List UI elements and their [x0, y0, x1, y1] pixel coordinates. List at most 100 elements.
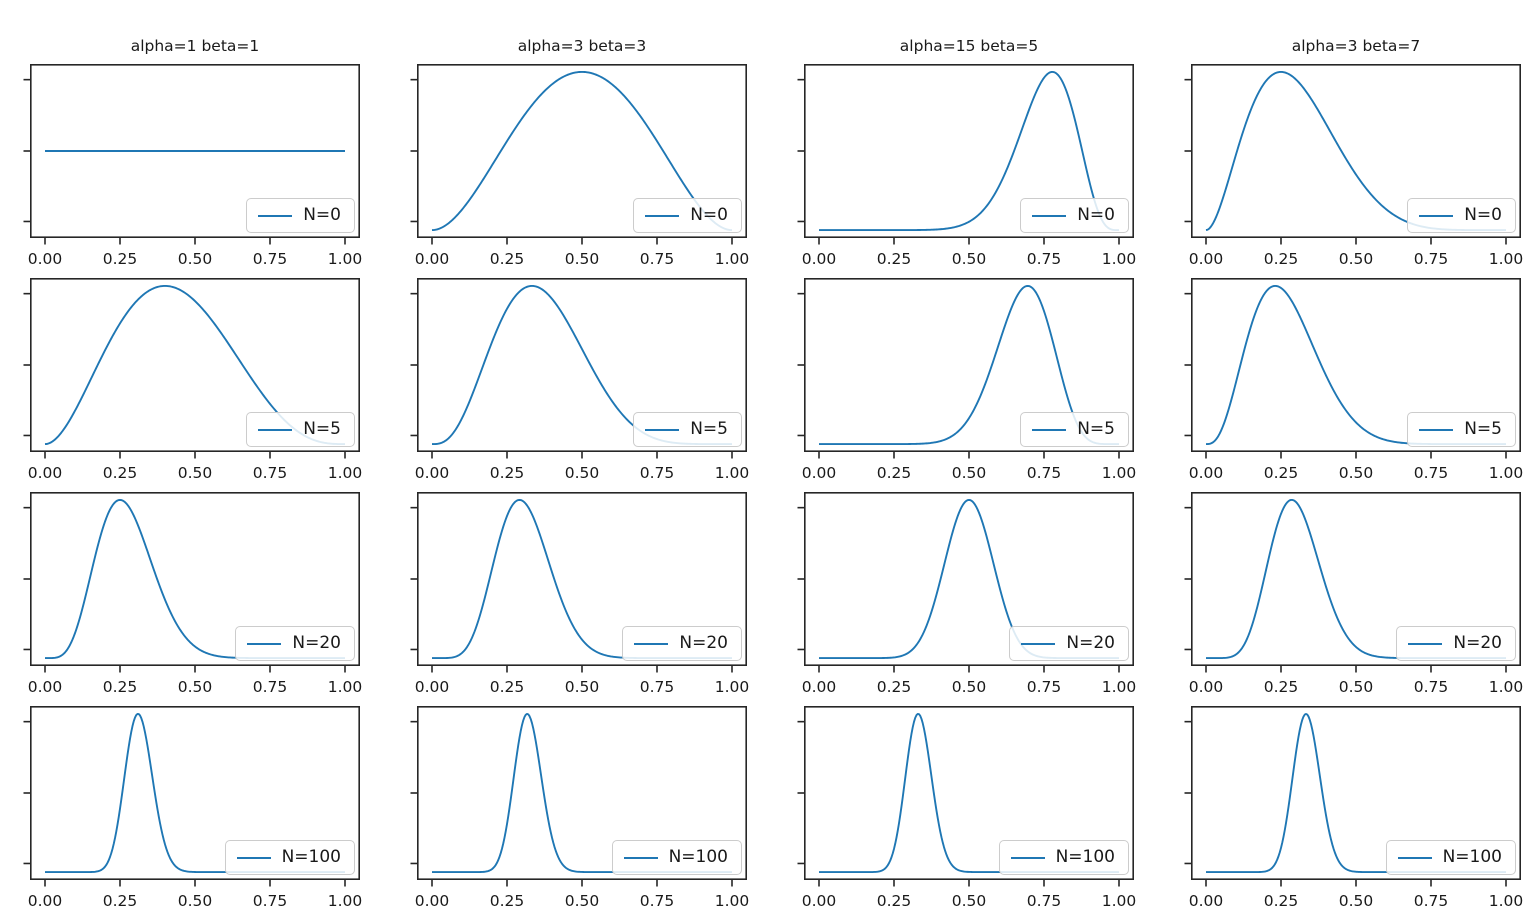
axes-spines: [804, 492, 1134, 666]
x-tick-label: 0.75: [640, 678, 675, 696]
x-tick-label: 0.00: [1189, 464, 1224, 482]
subplot-r2c1: 0.00 0.25 0.50 0.75 1.00 N=5: [23, 278, 363, 492]
x-tick-label: 0.00: [415, 678, 450, 696]
legend-line-sample: [623, 856, 658, 859]
x-tick-label: 0.25: [490, 892, 525, 910]
legend-box: N=0: [1020, 198, 1129, 233]
axes-r2c2: 0.00 0.25 0.50 0.75 1.00: [410, 278, 749, 482]
x-tick-label: 0.75: [1414, 250, 1449, 268]
legend-label: N=20: [1453, 633, 1502, 653]
x-tick-label: 0.25: [1264, 678, 1299, 696]
legend-label: N=5: [303, 419, 341, 439]
axes-r2c3: 0.00 0.25 0.50 0.75 1.00: [797, 278, 1136, 482]
legend-label: N=5: [690, 419, 728, 439]
axes-spines: [804, 706, 1134, 880]
legend-label: N=100: [281, 847, 341, 867]
x-tick-label: 0.50: [565, 892, 600, 910]
subplot-title-col3: alpha=15 beta=5: [899, 37, 1039, 55]
x-tick-label: 1.00: [715, 678, 750, 696]
subplot-r4c3: 0.00 0.25 0.50 0.75 1.00 N=100: [797, 706, 1136, 920]
x-tick-label: 0.00: [415, 464, 450, 482]
x-tick-label: 0.50: [952, 250, 987, 268]
legend-box: N=0: [1407, 198, 1516, 233]
x-tick-label: 0.50: [565, 464, 600, 482]
column-titles-row: alpha=1 beta=1 alpha=3 beta=3 alpha=15 b…: [0, 0, 1538, 64]
axes-r3c4: 0.00 0.25 0.50 0.75 1.00: [1184, 492, 1523, 696]
axes-spines: [1191, 492, 1521, 666]
legend-label: N=100: [1442, 847, 1502, 867]
subplot-r1c1: 0.00 0.25 0.50 0.75 1.00 N=0: [23, 64, 362, 278]
x-tick-label: 0.25: [877, 250, 912, 268]
x-tick-label: 1.00: [328, 464, 363, 482]
x-tick-label: 0.50: [1339, 464, 1374, 482]
x-tick-label: 1.00: [1102, 678, 1137, 696]
subplot-r2c4: 0.00 0.25 0.50 0.75 1.00 N=5: [1184, 278, 1524, 492]
legend-line-sample: [258, 214, 293, 217]
subplot-r4c2: 0.00 0.25 0.50 0.75 1.00 N=100: [410, 706, 749, 920]
x-tick-label: 0.75: [640, 892, 675, 910]
x-tick-label: 0.75: [1027, 678, 1062, 696]
axes-r4c3: 0.00 0.25 0.50 0.75 1.00: [797, 706, 1136, 910]
x-tick-label: 1.00: [715, 250, 750, 268]
legend-box: N=5: [1407, 412, 1516, 447]
x-tick-label: 0.00: [802, 892, 837, 910]
axes-spines: [417, 64, 747, 238]
x-tick-label: 0.25: [877, 892, 912, 910]
axes-spines: [1191, 706, 1521, 880]
x-tick-label: 1.00: [1489, 250, 1524, 268]
x-tick-label: 0.75: [640, 250, 675, 268]
x-tick-label: 0.00: [1189, 678, 1224, 696]
x-tick-label: 0.75: [1027, 892, 1062, 910]
axes-r3c3: 0.00 0.25 0.50 0.75 1.00: [797, 492, 1137, 696]
legend-line-sample: [236, 856, 271, 859]
axes-spines: [1191, 278, 1521, 452]
legend-box: N=20: [235, 626, 355, 661]
axes-r1c3: 0.00 0.25 0.50 0.75 1.00: [797, 64, 1137, 268]
x-tick-label: 1.00: [1489, 464, 1524, 482]
legend-line-sample: [634, 642, 669, 645]
x-tick-label: 0.25: [490, 678, 525, 696]
legend-line-sample: [1021, 642, 1056, 645]
legend-line-sample: [1010, 856, 1045, 859]
axes-spines: [804, 278, 1134, 452]
legend-line-sample: [247, 642, 282, 645]
x-tick-label: 0.75: [253, 892, 288, 910]
legend-label: N=20: [292, 633, 341, 653]
axes-r1c1: 0.00 0.25 0.50 0.75 1.00: [23, 64, 362, 268]
legend-label: N=0: [303, 205, 341, 225]
legend-label: N=0: [1464, 205, 1502, 225]
axes-spines: [30, 278, 360, 452]
x-tick-label: 0.50: [565, 250, 600, 268]
legend-line-sample: [645, 428, 680, 431]
axes-r2c4: 0.00 0.25 0.50 0.75 1.00: [1184, 278, 1524, 482]
x-tick-label: 0.50: [1339, 250, 1374, 268]
axes-r1c4: 0.00 0.25 0.50 0.75 1.00: [1184, 64, 1524, 268]
subplot-r1c2: 0.00 0.25 0.50 0.75 1.00 N=0: [410, 64, 750, 278]
x-tick-label: 0.00: [802, 464, 837, 482]
legend-label: N=0: [690, 205, 728, 225]
subplot-r3c3: 0.00 0.25 0.50 0.75 1.00 N=20: [797, 492, 1137, 706]
subplot-title-col1: alpha=1 beta=1: [130, 37, 260, 55]
x-tick-label: 0.75: [1027, 250, 1062, 268]
legend-box: N=100: [611, 840, 742, 875]
legend-box: N=20: [1009, 626, 1129, 661]
subplot-r1c4: 0.00 0.25 0.50 0.75 1.00 N=0: [1184, 64, 1524, 278]
legend-label: N=5: [1464, 419, 1502, 439]
legend-label: N=100: [668, 847, 728, 867]
subplot-r4c4: 0.00 0.25 0.50 0.75 1.00 N=100: [1184, 706, 1524, 920]
axes-r4c2: 0.00 0.25 0.50 0.75 1.00: [410, 706, 749, 910]
legend-line-sample: [1408, 642, 1443, 645]
distribution-curve: [431, 70, 733, 232]
x-tick-label: 0.00: [802, 250, 837, 268]
axes-spines: [30, 492, 360, 666]
x-tick-label: 0.50: [952, 678, 987, 696]
x-tick-label: 0.00: [802, 678, 837, 696]
axes-spines: [30, 64, 360, 238]
x-tick-label: 1.00: [1102, 250, 1137, 268]
legend-box: N=20: [1396, 626, 1516, 661]
axes-r4c1: 0.00 0.25 0.50 0.75 1.00: [23, 706, 362, 910]
x-tick-label: 1.00: [1489, 892, 1524, 910]
legend-line-sample: [1397, 856, 1432, 859]
subplot-grid: 0.00 0.25 0.50 0.75 1.00 N=0 0.00 0.25 0.50 0.7…: [0, 64, 1538, 920]
